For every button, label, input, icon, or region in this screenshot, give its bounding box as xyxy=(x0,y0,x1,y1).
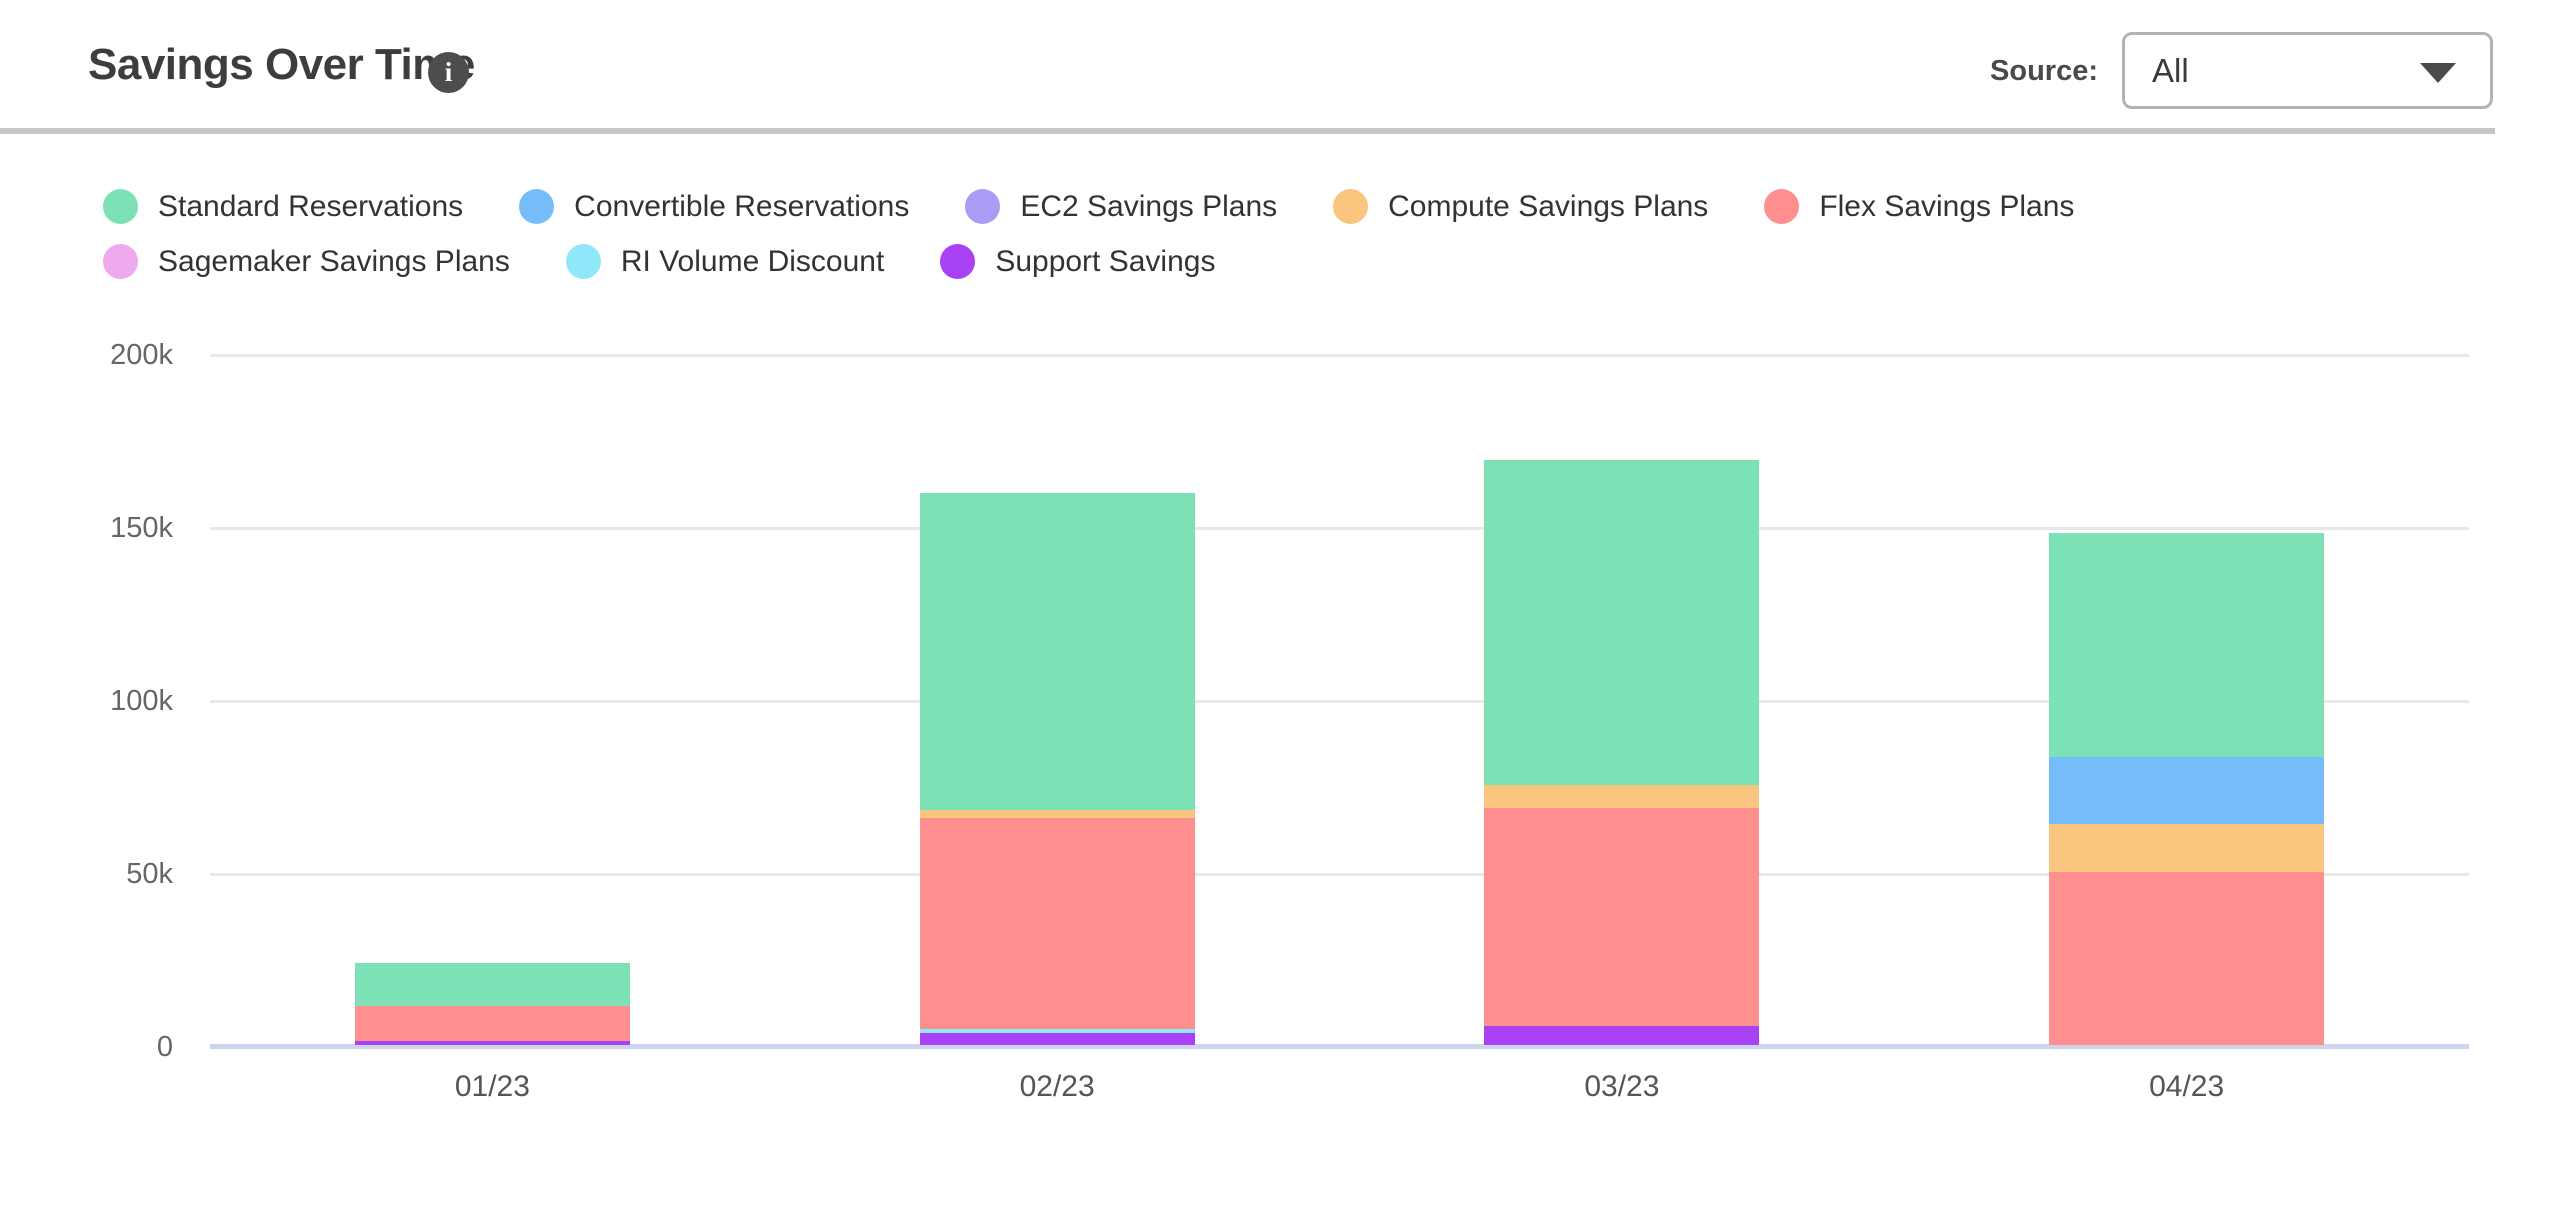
bar-segment-04-23-flex-savings-plans[interactable] xyxy=(2049,872,2325,1045)
info-icon[interactable]: i xyxy=(428,52,469,93)
bar-segment-02-23-compute-savings-plans[interactable] xyxy=(919,810,1195,818)
legend-label: EC2 Savings Plans xyxy=(1020,189,1278,223)
bar-segment-04-23-convertible-reservations[interactable] xyxy=(2049,757,2325,824)
source-select[interactable]: All xyxy=(2122,32,2493,109)
bar-02-23[interactable] xyxy=(919,493,1195,1045)
legend-dot-standard-reservations xyxy=(103,189,138,224)
legend-dot-sagemaker-savings-plans xyxy=(103,244,138,279)
header-divider xyxy=(0,128,2495,134)
y-axis-tick-200k: 200k xyxy=(110,339,173,372)
legend-item-flex-savings-plans[interactable]: Flex Savings Plans xyxy=(1764,189,2074,224)
bar-segment-02-23-support-savings[interactable] xyxy=(919,1033,1195,1045)
bar-segment-02-23-flex-savings-plans[interactable] xyxy=(919,818,1195,1029)
bar-segment-01-23-standard-reservations[interactable] xyxy=(354,963,630,1006)
legend-label: Flex Savings Plans xyxy=(1819,189,2075,223)
bar-segment-03-23-standard-reservations[interactable] xyxy=(1484,460,1760,785)
x-axis-tick-02-23: 02/23 xyxy=(1019,1070,1095,1103)
legend-dot-convertible-reservations xyxy=(519,189,555,224)
legend-dot-flex-savings-plans xyxy=(1764,189,1800,224)
source-label: Source: xyxy=(1990,55,2098,87)
gridline-150k xyxy=(210,526,2469,530)
chevron-down-icon xyxy=(2420,63,2456,83)
bar-segment-04-23-standard-reservations[interactable] xyxy=(2049,533,2325,757)
legend-item-compute-savings-plans[interactable]: Compute Savings Plans xyxy=(1333,189,1708,224)
legend-label: Sagemaker Savings Plans xyxy=(158,244,510,278)
bar-segment-02-23-ri-volume-discount[interactable] xyxy=(919,1029,1195,1033)
source-selected-value: All xyxy=(2152,52,2189,89)
legend-dot-compute-savings-plans xyxy=(1333,189,1369,224)
bar-segment-02-23-standard-reservations[interactable] xyxy=(919,493,1195,810)
legend-label: Convertible Reservations xyxy=(574,189,910,223)
legend-item-support-savings[interactable]: Support Savings xyxy=(940,244,1215,279)
bar-01-23[interactable] xyxy=(354,963,630,1045)
legend-label: Compute Savings Plans xyxy=(1388,189,1709,223)
x-axis-tick-01-23: 01/23 xyxy=(454,1070,530,1103)
legend-dot-ec2-savings-plans xyxy=(965,189,1001,224)
gridline-200k xyxy=(210,353,2469,357)
bar-segment-03-23-compute-savings-plans[interactable] xyxy=(1484,785,1760,808)
legend-item-sagemaker-savings-plans[interactable]: Sagemaker Savings Plans xyxy=(103,244,510,279)
legend-item-convertible-reservations[interactable]: Convertible Reservations xyxy=(519,189,909,224)
legend-label: RI Volume Discount xyxy=(620,244,885,278)
y-axis-tick-100k: 100k xyxy=(110,685,173,718)
legend-dot-support-savings xyxy=(940,244,976,279)
y-axis-tick-0: 0 xyxy=(156,1031,173,1063)
x-axis-line xyxy=(210,1044,2469,1049)
legend-dot-ri-volume-discount xyxy=(565,244,601,279)
bar-segment-03-23-support-savings[interactable] xyxy=(1484,1026,1760,1045)
legend-label: Support Savings xyxy=(995,244,1216,278)
legend-row-2: Sagemaker Savings Plans RI Volume Discoun… xyxy=(103,244,1215,279)
page-title: Savings Over Time xyxy=(88,40,475,89)
legend-item-standard-reservations[interactable]: Standard Reservations xyxy=(103,189,463,224)
x-axis-tick-03-23: 03/23 xyxy=(1584,1070,1660,1103)
legend-item-ec2-savings-plans[interactable]: EC2 Savings Plans xyxy=(965,189,1277,224)
bar-segment-01-23-flex-savings-plans[interactable] xyxy=(354,1006,630,1041)
legend-label: Standard Reservations xyxy=(158,189,464,223)
legend-row-1: Standard Reservations Convertible Reserva… xyxy=(103,189,2074,224)
bar-segment-04-23-compute-savings-plans[interactable] xyxy=(2049,824,2325,872)
gridline-50k xyxy=(210,872,2469,876)
bar-segment-03-23-flex-savings-plans[interactable] xyxy=(1484,808,1760,1026)
bar-03-23[interactable] xyxy=(1484,460,1760,1045)
bar-segment-01-23-support-savings[interactable] xyxy=(354,1041,630,1045)
legend-item-ri-volume-discount[interactable]: RI Volume Discount xyxy=(565,244,885,279)
x-axis-tick-04-23: 04/23 xyxy=(2149,1070,2225,1103)
bar-04-23[interactable] xyxy=(2049,533,2325,1045)
y-axis-tick-150k: 150k xyxy=(110,512,173,545)
gridline-100k xyxy=(210,699,2469,703)
y-axis-tick-50k: 50k xyxy=(126,858,173,891)
